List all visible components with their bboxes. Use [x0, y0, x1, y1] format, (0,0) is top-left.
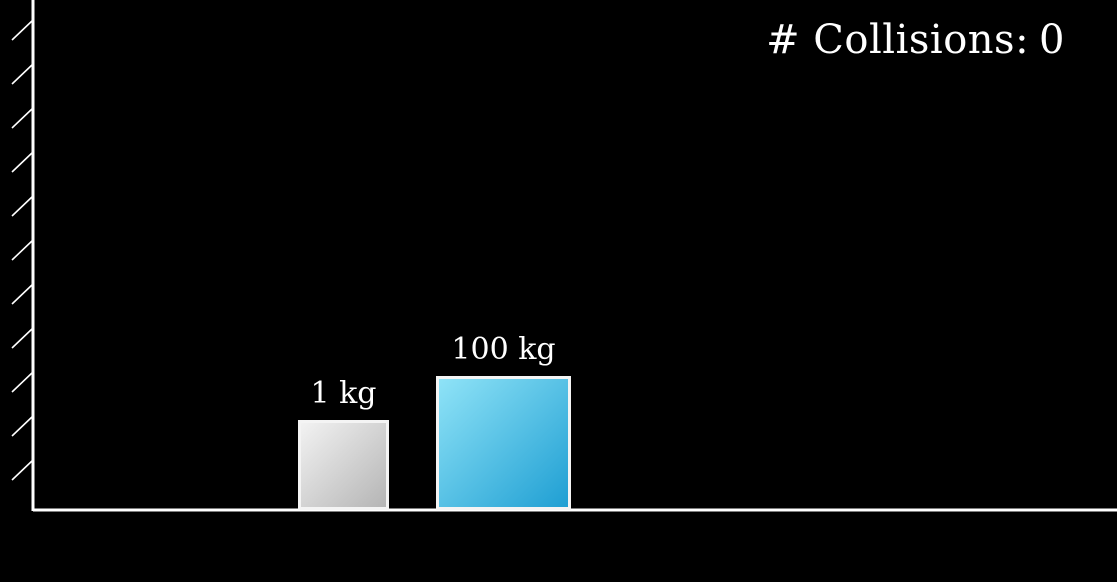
mass-label-100kg: 100 kg [451, 332, 556, 367]
wall-hatch-mark [11, 415, 34, 437]
wall-hatch-mark [11, 195, 34, 217]
wall-hatch-mark [11, 459, 34, 481]
collision-counter-value: 0 [1039, 17, 1065, 63]
wall-hatching [11, 19, 34, 481]
wall-hatch-mark [11, 283, 34, 305]
collision-counter-label: # Collisions: [766, 17, 1030, 63]
wall-hatch-mark [11, 19, 34, 41]
wall-hatch-mark [11, 151, 34, 173]
mass-label-1kg: 1 kg [310, 376, 377, 411]
wall-hatch-mark [11, 239, 34, 261]
block-1kg [298, 420, 389, 510]
wall-hatch-mark [11, 327, 34, 349]
collision-counter: # Collisions: 0 [766, 16, 1065, 64]
block-100kg [436, 376, 571, 510]
wall-hatch-mark [11, 63, 34, 85]
wall-hatch-mark [11, 371, 34, 393]
wall-hatch-mark [11, 107, 34, 129]
wall [11, 0, 35, 511]
